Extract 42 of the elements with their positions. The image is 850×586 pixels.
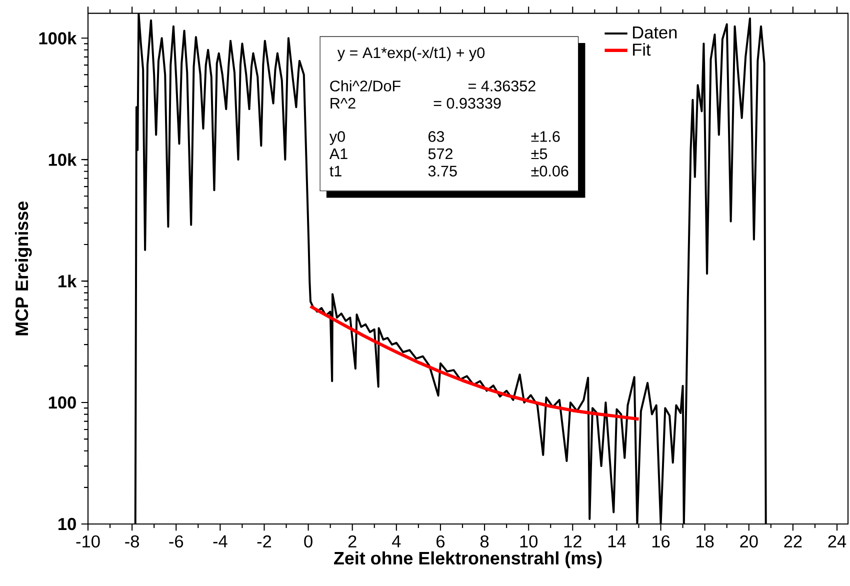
annotation: 572 bbox=[428, 148, 452, 160]
annotation: 63 bbox=[428, 131, 444, 142]
x-tick-label: 12 bbox=[564, 535, 582, 548]
annotation: 3.75 bbox=[428, 166, 457, 176]
line-series bbox=[308, 304, 640, 421]
y-tick-label: 1k bbox=[58, 274, 77, 288]
x-axis-title: Zeit ohne Elektronenstrahl (ms) bbox=[334, 551, 602, 568]
x-tick-label: 18 bbox=[696, 535, 714, 548]
y-tick-label: 100k bbox=[39, 32, 77, 44]
x-tick-label: 6 bbox=[436, 535, 445, 548]
x-tick-label: -10 bbox=[76, 535, 100, 548]
legend-label: Daten bbox=[633, 26, 677, 39]
x-tick-label: 8 bbox=[480, 535, 489, 548]
annotation: = 4.36352 bbox=[468, 80, 536, 92]
x-tick-label: 16 bbox=[652, 535, 670, 548]
x-tick-label: 24 bbox=[828, 535, 846, 548]
annotation: A1 bbox=[329, 148, 348, 160]
x-tick-label: -8 bbox=[125, 535, 139, 548]
x-tick-label: 14 bbox=[608, 535, 626, 548]
annotation: = 0.93339 bbox=[434, 98, 501, 109]
annotation: Chi^2/DoF bbox=[330, 80, 400, 92]
x-tick-label: 22 bbox=[784, 535, 802, 548]
x-tick-label: -6 bbox=[169, 535, 184, 548]
annotation: y = A1*exp(-x/t1) + y0 bbox=[337, 46, 485, 62]
x-tick-label: -4 bbox=[213, 535, 228, 548]
x-tick-label: 2 bbox=[348, 535, 356, 548]
y-tick-label: 10 bbox=[58, 518, 76, 530]
x-tick-label: 4 bbox=[392, 535, 401, 548]
x-tick-label: 0 bbox=[304, 535, 312, 548]
x-tick-label: 10 bbox=[520, 535, 538, 548]
annotation: t1 bbox=[330, 166, 342, 176]
y-axis-title: MCP Ereignisse bbox=[14, 202, 32, 336]
annotation: ±1.6 bbox=[531, 131, 560, 142]
annotation: ±0.06 bbox=[531, 166, 568, 176]
annotation: R^2 bbox=[330, 98, 356, 109]
x-tick-label: 20 bbox=[740, 535, 758, 548]
x-tick-label: -2 bbox=[257, 535, 272, 548]
annotation: ±5 bbox=[531, 148, 548, 160]
y-tick-label: 10k bbox=[48, 153, 77, 166]
legend-label: Fit bbox=[633, 43, 651, 56]
y-tick-label: 100 bbox=[48, 396, 76, 409]
annotation: y0 bbox=[329, 131, 345, 145]
